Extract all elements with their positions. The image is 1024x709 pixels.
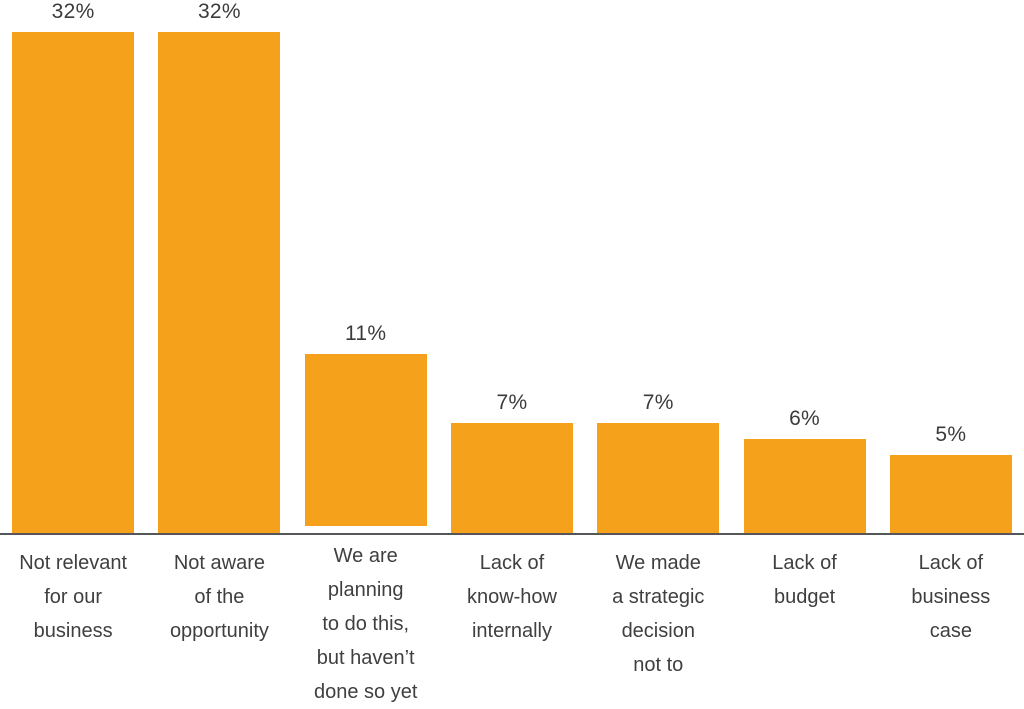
- category-label-line: internally: [471, 620, 552, 642]
- category-label-line: budget: [773, 586, 836, 608]
- category-label: Lack of know-how internally: [439, 533, 585, 648]
- category-label-line: Lack of: [918, 552, 984, 574]
- bar-column: 32% Not relevant for our business: [0, 0, 146, 709]
- bar-value-label: 7%: [642, 391, 674, 414]
- category-label-line: for our: [44, 586, 103, 608]
- category-label-line: not to: [633, 654, 684, 676]
- category-label-line: business: [911, 586, 991, 608]
- bar: [889, 455, 1012, 533]
- bar: [158, 32, 281, 533]
- category-label-line: done so yet: [313, 681, 418, 703]
- category-label-line: Lack of: [772, 552, 837, 574]
- bar-value-label: 5%: [935, 423, 967, 446]
- category-label-line: We made: [615, 552, 701, 574]
- category-label: We made a strategic decision not to: [585, 533, 731, 682]
- category-label-line: to do this,: [322, 613, 410, 635]
- bar: [450, 423, 573, 533]
- bar-column: 7% Lack of know-how internally: [439, 0, 585, 709]
- x-axis-line: [0, 533, 1024, 535]
- category-label-line: Not relevant: [19, 552, 128, 574]
- category-label-line: but haven’t: [316, 647, 415, 669]
- category-label: Lack of business case: [878, 533, 1024, 648]
- category-label-line: planning: [327, 579, 404, 601]
- bar: [12, 32, 135, 533]
- plot-area-cell: 7%: [439, 0, 585, 533]
- bar-value-label: 32%: [51, 0, 95, 23]
- bar-column: 7% We made a strategic decision not to: [585, 0, 731, 709]
- bar-value-label: 32%: [197, 0, 241, 23]
- category-label-line: of the: [194, 586, 245, 608]
- bar-column: 32% Not aware of the opportunity: [146, 0, 292, 709]
- plot-area-cell: 7%: [585, 0, 731, 533]
- category-label-line: a strategic: [612, 586, 705, 608]
- category-label: Not relevant for our business: [0, 533, 146, 648]
- bar-value-label: 7%: [496, 391, 528, 414]
- category-label-line: decision: [621, 620, 695, 642]
- plot-area-cell: 11%: [293, 0, 439, 526]
- category-label-line: Not aware: [173, 552, 265, 574]
- bar: [304, 354, 427, 526]
- category-label: We are planning to do this, but haven’t done…: [293, 526, 439, 709]
- bar-value-label: 6%: [789, 407, 821, 430]
- plot-area-cell: 6%: [731, 0, 877, 533]
- bar-value-label: 11%: [345, 322, 387, 345]
- category-label-line: business: [33, 620, 113, 642]
- plot-area-cell: 5%: [878, 0, 1024, 533]
- category-label: Lack of budget: [731, 533, 877, 614]
- bar: [597, 423, 720, 533]
- bar-column: 11% We are planning to do this, but haven’t d…: [293, 0, 439, 709]
- plot-area-cell: 32%: [0, 0, 146, 533]
- category-label-line: We are: [333, 545, 398, 567]
- category-label-line: Lack of: [479, 552, 545, 574]
- bar-column: 6% Lack of budget: [731, 0, 877, 709]
- category-label-line: opportunity: [169, 620, 269, 642]
- category-label: Not aware of the opportunity: [146, 533, 292, 648]
- category-label-line: case: [929, 620, 972, 642]
- bar: [743, 439, 866, 533]
- plot-area-cell: 32%: [146, 0, 292, 533]
- category-label-line: know-how: [466, 586, 557, 608]
- bar-column: 5% Lack of business case: [878, 0, 1024, 709]
